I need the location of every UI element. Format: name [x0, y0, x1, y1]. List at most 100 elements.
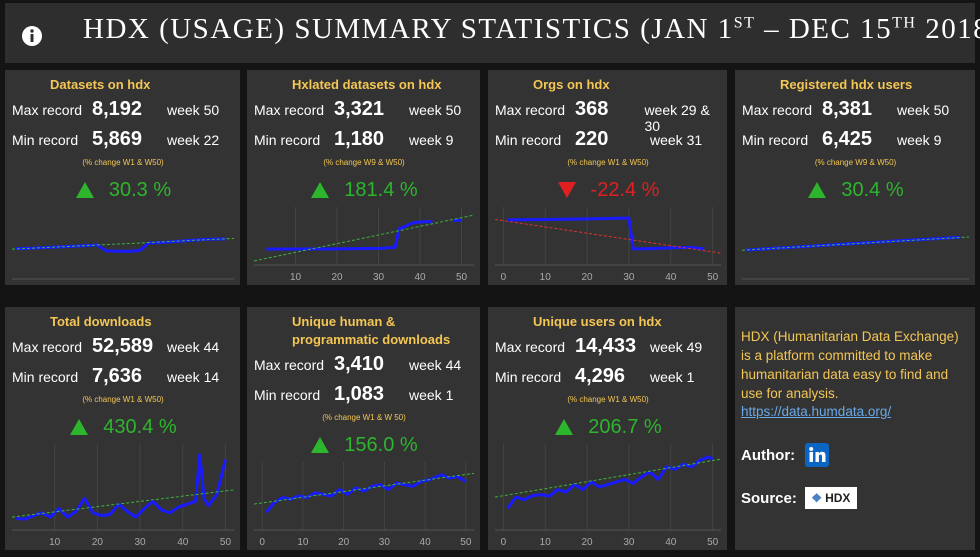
x-tick-label: 40 [414, 272, 426, 283]
x-tick-label: 0 [501, 537, 507, 548]
max-row: Max record 8,381 week 50 [740, 98, 971, 124]
title-sup: ST [733, 14, 756, 32]
max-week: week 50 [409, 102, 462, 118]
change-row: 30.4 % [740, 177, 971, 203]
min-value: 6,425 [822, 128, 873, 150]
x-tick-label: 50 [460, 537, 472, 548]
x-tick-label: 20 [92, 537, 104, 548]
x-tick-label: 50 [707, 272, 719, 283]
min-week: week 9 [897, 132, 942, 148]
data-line [507, 216, 705, 251]
min-label: Min record [12, 132, 79, 148]
data-line [266, 218, 462, 251]
chart-box: 0 10 20 30 40 50 [493, 440, 723, 548]
max-week: week 50 [897, 102, 950, 118]
arrow-shape [311, 182, 330, 198]
change-row: 30.3 % [10, 177, 236, 203]
min-label: Min record [495, 369, 562, 385]
info-icon[interactable] [21, 25, 43, 47]
x-tick-label: 20 [338, 537, 350, 548]
source-row: Source: ❖ HDX [741, 487, 969, 509]
change-value: 156.0 % [344, 433, 418, 456]
change-arrow [311, 182, 330, 198]
title: HDX (USAGE) SUMMARY STATISTICS (JAN 1ST … [83, 13, 980, 46]
max-value: 368 [575, 98, 609, 120]
change-value: 430.4 % [103, 415, 177, 438]
min-week: week 31 [650, 132, 703, 148]
x-tick-label: 30 [623, 272, 635, 283]
title-part: HDX (USAGE) SUMMARY STATISTICS (JAN 1 [83, 13, 734, 45]
change-value: 206.7 % [588, 415, 662, 438]
max-row: Max record 3,410 week 44 [252, 353, 476, 379]
change-note: (% change W1 & W50) [82, 395, 164, 404]
max-week: week 50 [167, 102, 220, 118]
change-row: 156.0 % [252, 432, 476, 458]
max-week: week 29 & 30 [644, 102, 710, 134]
chart-box: 0 10 20 30 40 50 [493, 203, 723, 283]
max-label: Max record [742, 102, 813, 118]
hdx-logo[interactable]: ❖ HDX [804, 487, 857, 509]
stat-panel: Hxlated datasets on hdx Max record 3,321 we… [247, 70, 480, 285]
change-note: (% change W9 & W50) [323, 158, 405, 167]
min-label: Min record [12, 369, 79, 385]
max-value: 52,589 [92, 335, 154, 357]
x-tick-label: 30 [373, 272, 385, 283]
change-arrow [555, 419, 574, 435]
change-row: 206.7 % [493, 414, 723, 440]
change-arrow [808, 182, 827, 198]
stat-panel: Unique human & programmatic downloads Max… [247, 307, 480, 550]
author-label: Author: [741, 446, 796, 464]
x-tick-label: 40 [665, 537, 677, 548]
arrow-shape [555, 419, 574, 435]
change-value: 30.3 % [108, 178, 172, 201]
x-tick-label: 10 [49, 537, 61, 548]
panel-title: Orgs on hdx [533, 77, 610, 92]
linkedin-icon[interactable] [805, 443, 830, 467]
x-tick-label: 30 [623, 537, 635, 548]
sparkline-chart: 0 10 20 30 40 50 [494, 207, 722, 283]
change-note: (% change W9 & W50) [814, 158, 897, 167]
change-value: 181.4 % [344, 178, 418, 201]
min-label: Min record [495, 132, 562, 148]
chart-box: 10 20 30 40 50 [10, 440, 236, 548]
data-line [265, 473, 467, 514]
sparkline-chart: 0 10 20 30 40 50 [253, 462, 475, 548]
change-row: 181.4 % [252, 177, 476, 203]
x-tick-label: 30 [379, 537, 391, 548]
min-row: Min record 5,869 week 22 [10, 128, 236, 154]
sparkline-chart: 10 20 30 40 50 [11, 444, 235, 548]
info-link[interactable]: https://data.humdata.org/ [741, 404, 892, 419]
x-tick-label: 30 [135, 537, 147, 548]
stat-panel: Datasets on hdx Max record 8,192 week 50 Min… [5, 70, 240, 285]
max-value: 8,381 [822, 98, 873, 120]
chart-box [740, 203, 971, 283]
panel-title: Registered hdx users [780, 77, 913, 92]
min-week: week 14 [167, 369, 220, 385]
x-tick-label: 0 [259, 537, 265, 548]
max-row: Max record 8,192 week 50 [10, 98, 236, 124]
panel-title: Total downloads [50, 314, 152, 329]
min-row: Min record 220 week 31 [493, 128, 723, 154]
source-label: Source: [741, 489, 797, 507]
x-tick-label: 50 [707, 537, 719, 548]
max-label: Max record [12, 102, 83, 118]
min-value: 5,869 [92, 128, 143, 150]
trend-line [11, 237, 235, 250]
change-arrow [75, 182, 94, 198]
chart-box: 10 20 30 40 50 [252, 203, 476, 283]
min-value: 4,296 [575, 365, 626, 387]
min-week: week 22 [167, 132, 220, 148]
trend-line [253, 214, 475, 262]
x-tick-label: 20 [331, 272, 343, 283]
stat-panel: Unique users on hdx Max record 14,433 week … [488, 307, 727, 550]
change-note: (% change W1 & W50) [82, 158, 164, 167]
chart-box: 0 10 20 30 40 50 [252, 458, 476, 548]
change-arrow [70, 419, 89, 435]
x-tick-label: 20 [582, 537, 594, 548]
trend-line [494, 218, 722, 254]
max-value: 3,321 [334, 98, 385, 120]
trend-line [253, 472, 475, 505]
x-tick-label: 0 [501, 272, 507, 283]
min-week: week 1 [409, 387, 454, 403]
